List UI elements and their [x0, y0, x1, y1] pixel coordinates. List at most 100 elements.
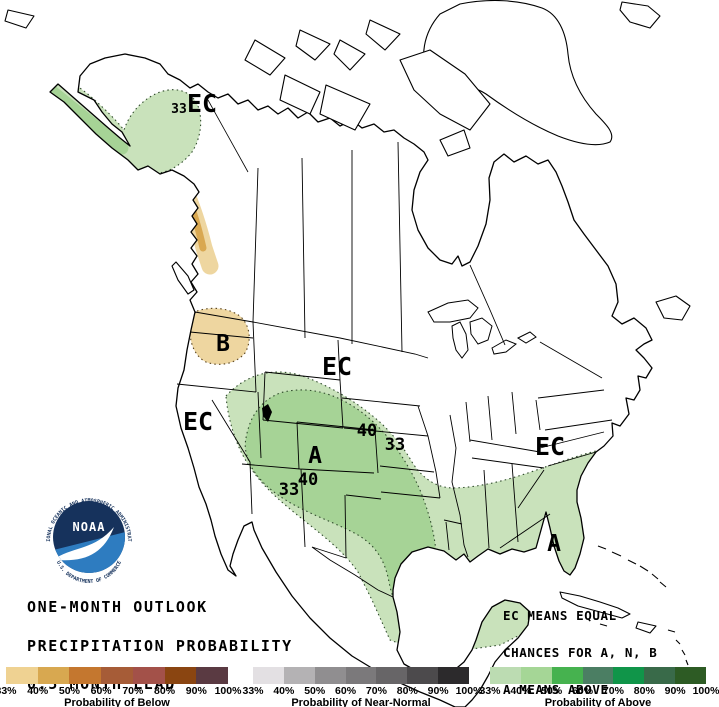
colorbar-swatch	[314, 667, 346, 684]
colorbar-swatch	[196, 667, 229, 684]
colorbar-swatch	[490, 667, 521, 684]
noaa-logo-bird-icon	[56, 527, 114, 561]
arctic-island-1	[279, 74, 321, 115]
colorbar-tick-label: 60%	[572, 685, 594, 697]
political-borders	[176, 99, 613, 598]
colorbar-tick-label: 70%	[122, 685, 144, 697]
map-label-33-alaska: 33	[171, 102, 187, 117]
colorbar-swatch	[69, 667, 102, 684]
antilles-islands	[599, 623, 689, 666]
islands	[4, 0, 691, 666]
title-line-2: PRECIPITATION PROBABILITY	[27, 636, 293, 655]
bahamas-islands	[597, 545, 667, 588]
above-normal-40-region-central	[244, 389, 437, 623]
lake-superior	[427, 299, 479, 323]
arctic-island-3	[244, 39, 286, 76]
below-normal-33-region-washington	[189, 307, 250, 365]
map-label-ec-east: EC	[535, 432, 565, 461]
note-line-1: EC MEANS EQUAL	[503, 608, 617, 624]
colorbar-swatch	[520, 667, 552, 684]
map-label-ec-alaska: EC	[187, 89, 217, 118]
colorbar-tick-label: 80%	[633, 685, 655, 697]
lake-huron	[469, 317, 493, 345]
note-line-3: A MEANS ABOVE	[503, 681, 609, 697]
colorbar-tick-label: 100%	[455, 685, 483, 697]
colorbar-tick-label: 40%	[510, 685, 532, 697]
colorbar-swatch	[164, 667, 197, 684]
colorbar-swatch	[582, 667, 614, 684]
colorbar-swatch	[551, 667, 583, 684]
colorbar-below: 33% 40% 50% 60% 70% 80% 90% 100% Probability of …	[0, 667, 241, 707]
us-canada-border	[194, 311, 603, 379]
greenland	[423, 0, 613, 146]
north-america-coastline	[49, 53, 653, 707]
colorbar-tick-label: 90%	[664, 685, 686, 697]
noaa-logo-ring-top-text: NATIONAL OCEANIC AND ATMOSPHERIC ADMINIS…	[0, 0, 132, 542]
colorbar-near-normal: 33% 40% 50% 60% 70% 80% 90% 100% Probability of …	[242, 667, 482, 707]
colorbar-caption: Probability of Above	[544, 697, 652, 707]
colorbar-tick-label: 40%	[273, 685, 295, 697]
colorbar-swatch	[253, 667, 284, 684]
colorbar-tick-label: 100%	[692, 685, 719, 697]
map-label-a-central: A	[308, 443, 322, 469]
colorbar-swatch	[6, 667, 38, 684]
map-label-ec-north: EC	[322, 352, 352, 381]
note-line-2: CHANCES FOR A, N, B	[503, 645, 658, 661]
cuba-island	[559, 591, 631, 619]
colorbar-swatch	[407, 667, 439, 684]
colorbar-above: 33% 40% 50% 60% 70% 80% 90% 100% Probability of …	[479, 667, 719, 707]
colorbar-swatch-strip	[253, 667, 470, 684]
arctic-island-6	[365, 19, 401, 51]
colorbar-tick-label: 80%	[154, 685, 176, 697]
newfoundland-island	[655, 295, 691, 321]
lake-michigan	[451, 321, 469, 359]
colorbar-tick-label: 90%	[185, 685, 207, 697]
map-label-40-southwest: 40	[298, 470, 318, 490]
legend-note-block: EC MEANS EQUAL CHANCES FOR A, N, B A MEA…	[503, 586, 657, 707]
canada-province-borders	[252, 141, 506, 353]
svalbard-island	[619, 1, 661, 29]
colorbar-tick-label: 100%	[214, 685, 242, 697]
map-label-40-northeast: 40	[357, 421, 377, 441]
colorbar-tick-label: 33%	[479, 685, 501, 697]
us-state-borders	[176, 321, 613, 598]
southampton-island	[439, 129, 471, 157]
colorbar-swatch	[283, 667, 315, 684]
colorbar-swatch-strip	[6, 667, 229, 684]
map-label-33-southwest: 33	[279, 480, 299, 500]
lake-ontario	[516, 331, 537, 344]
title-line-1: ONE-MONTH OUTLOOK	[27, 598, 208, 617]
colorbar-tick-label: 50%	[58, 685, 80, 697]
colorbar-swatch-strip	[490, 667, 707, 684]
colorbar-swatch	[376, 667, 408, 684]
dateline-edge	[207, 99, 249, 173]
colorbar-tick-label: 40%	[27, 685, 49, 697]
above-normal-40-region-aleutians	[50, 83, 129, 155]
colorbar-tick-label: 60%	[90, 685, 112, 697]
arctic-island-2	[319, 84, 371, 131]
colorbar-caption: Probability of Near-Normal	[291, 697, 431, 707]
colorbar-tick-label: 70%	[602, 685, 624, 697]
colorbar-swatch	[438, 667, 470, 684]
map-label-a-southeast: A	[547, 531, 561, 557]
colorbar-swatch	[101, 667, 133, 684]
map-label-b-northwest: B	[216, 331, 230, 357]
map-label-ec-west: EC	[183, 407, 213, 436]
colorbar-tick-label: 90%	[427, 685, 449, 697]
colorbar-tick-label: 33%	[0, 685, 17, 697]
colorbar-tick-label: 70%	[365, 685, 387, 697]
colorbar-swatch	[345, 667, 377, 684]
great-lakes	[427, 299, 537, 359]
colorbar-swatch	[132, 667, 165, 684]
colorbar-caption: Probability of Below	[64, 697, 170, 707]
colorbar-tick-label: 50%	[541, 685, 563, 697]
colorbar-tick-label: 50%	[304, 685, 326, 697]
wrangel-island	[4, 9, 35, 29]
colorbar-tick-label: 33%	[242, 685, 264, 697]
baffin-island	[399, 49, 491, 131]
arctic-island-5	[333, 39, 366, 71]
colorbar-swatch	[644, 667, 676, 684]
colorbar-swatch	[37, 667, 70, 684]
